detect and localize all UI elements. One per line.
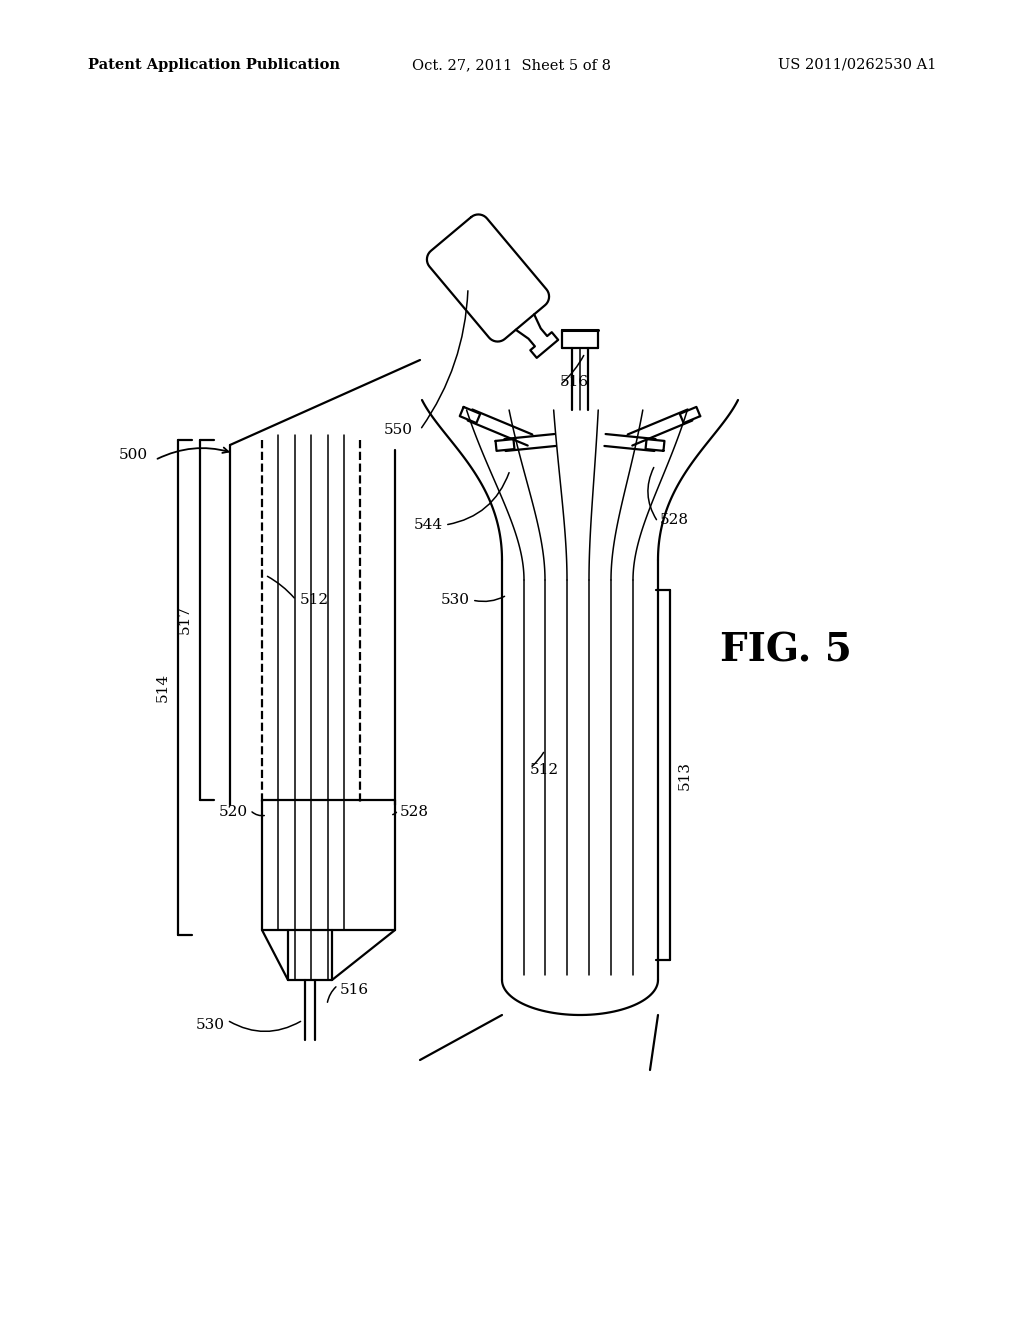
Text: Oct. 27, 2011  Sheet 5 of 8: Oct. 27, 2011 Sheet 5 of 8 — [413, 58, 611, 73]
Text: US 2011/0262530 A1: US 2011/0262530 A1 — [777, 58, 936, 73]
Text: 544: 544 — [414, 517, 443, 532]
Text: Patent Application Publication: Patent Application Publication — [88, 58, 340, 73]
Text: FIG. 5: FIG. 5 — [720, 631, 852, 669]
Text: 514: 514 — [156, 673, 170, 702]
Text: 550: 550 — [384, 422, 413, 437]
Text: 528: 528 — [400, 805, 429, 818]
Text: 512: 512 — [300, 593, 329, 607]
Text: 516: 516 — [560, 375, 589, 389]
Text: 528: 528 — [660, 513, 689, 527]
Text: 520: 520 — [219, 805, 248, 818]
Text: 516: 516 — [340, 983, 369, 997]
Text: 512: 512 — [530, 763, 559, 777]
Text: 500: 500 — [119, 447, 148, 462]
Text: 513: 513 — [678, 760, 692, 789]
Text: 517: 517 — [178, 606, 193, 635]
Text: 530: 530 — [441, 593, 470, 607]
Text: 530: 530 — [196, 1018, 225, 1032]
